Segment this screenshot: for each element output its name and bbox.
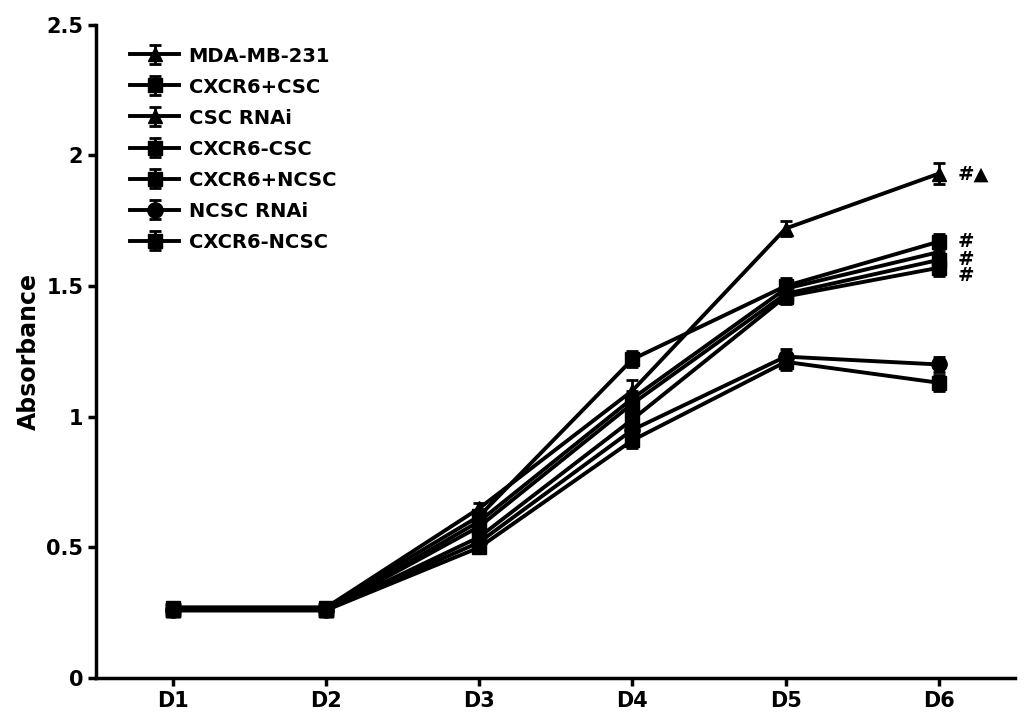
Text: #: # xyxy=(957,232,973,251)
Legend: MDA-MB-231, CXCR6+CSC, CSC RNAi, CXCR6-CSC, CXCR6+NCSC, NCSC RNAi, CXCR6-NCSC: MDA-MB-231, CXCR6+CSC, CSC RNAi, CXCR6-C… xyxy=(125,41,342,258)
Text: #▲: #▲ xyxy=(957,164,989,183)
Text: #: # xyxy=(957,266,973,285)
Text: #: # xyxy=(957,250,973,269)
Y-axis label: Absorbance: Absorbance xyxy=(17,273,40,430)
